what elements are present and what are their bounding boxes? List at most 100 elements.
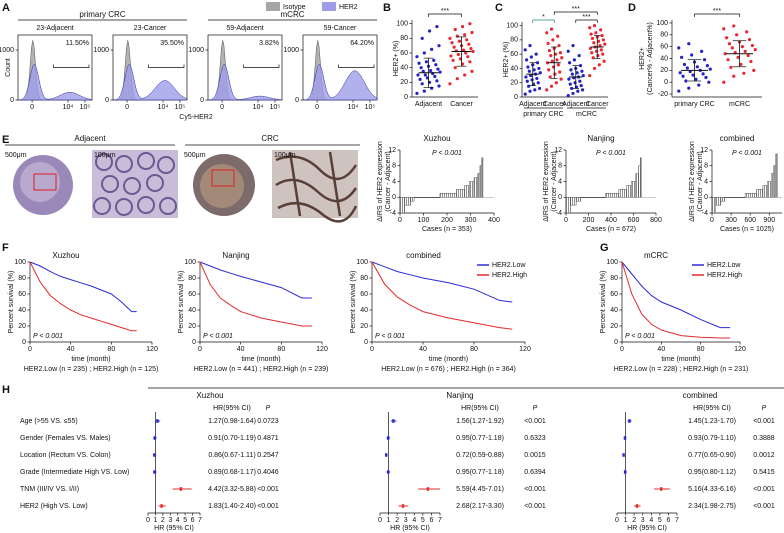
ihc-image	[272, 150, 358, 218]
column-header: HR(95% CI)	[213, 405, 251, 412]
y-tick-label: 4	[558, 178, 562, 185]
annotation: P < 0.001	[596, 150, 626, 157]
y-tick-label: 1000	[93, 47, 109, 54]
footnote: HER2.Low (n = 235) ; HER2.High (n = 125)	[24, 366, 159, 373]
y-axis-label: ΔIRS of HER2 expression	[377, 141, 384, 222]
dot	[422, 51, 426, 55]
y-tick-label: 80	[660, 32, 668, 39]
x-tick-label: 900	[763, 217, 775, 224]
x-tick-label: 1	[153, 517, 157, 524]
hr-point	[156, 419, 159, 423]
dot	[535, 61, 540, 65]
hr-label: 0.95(0.80-1.12)	[688, 469, 736, 476]
bar	[570, 197, 577, 206]
dot	[702, 58, 707, 62]
bar	[640, 157, 642, 198]
x-tick-label: 3	[641, 517, 645, 524]
y-tick-label: 4	[704, 178, 708, 185]
her2-histogram	[302, 63, 378, 101]
dot	[685, 66, 689, 70]
x-tick-label: 120	[519, 346, 531, 353]
legend-label: HER2.Low	[707, 262, 741, 269]
significance-label: ***	[713, 8, 721, 15]
hr-label: 0.72(0.59-0.88)	[456, 452, 504, 459]
dot	[743, 49, 747, 53]
dot	[684, 79, 688, 83]
p-label: 0.0012	[753, 452, 775, 459]
dot	[589, 32, 593, 36]
hr-point	[392, 419, 395, 423]
y-axis-label: Percent survival (%)	[350, 271, 357, 334]
dot	[549, 84, 554, 88]
dot	[524, 75, 528, 79]
dot	[750, 43, 754, 48]
bar	[481, 157, 484, 198]
legend-label: HER2.Low	[492, 262, 526, 269]
dot	[739, 62, 743, 67]
bar	[711, 197, 717, 214]
x-tick-label: Cancer	[450, 101, 473, 108]
bar	[715, 197, 722, 206]
dot	[705, 64, 709, 68]
chart-title: Xuzhou	[423, 134, 450, 143]
p-label: <0.001	[524, 503, 546, 510]
hr-label: 1.56(1.27-1.92)	[456, 418, 504, 425]
dot	[448, 36, 452, 40]
dot	[548, 75, 552, 79]
x-tick-label: 120	[734, 346, 746, 353]
x-tick-label: 200	[583, 217, 595, 224]
x-tick-label: 0	[564, 217, 568, 224]
row-label: Gender (Females VS. Males)	[20, 435, 111, 442]
bar	[469, 181, 475, 198]
dot	[678, 71, 682, 75]
x-tick-label: 1	[624, 517, 628, 524]
dot	[571, 43, 575, 48]
hr-label: 5.16(4.33-6.16)	[688, 486, 736, 493]
significance-label: ***	[441, 8, 449, 15]
crypt-texture	[93, 152, 177, 216]
dot	[599, 28, 603, 32]
hr-point	[623, 470, 627, 474]
panel-letter: B	[383, 2, 391, 14]
dot	[681, 74, 685, 78]
chart-title: mCRC	[644, 251, 668, 260]
dot	[727, 42, 732, 46]
y-tick-label: 40	[400, 65, 408, 72]
panel-title: Xuzhou	[196, 391, 223, 400]
x-tick-label: 4	[412, 517, 416, 524]
dot	[588, 46, 593, 51]
p-label: 0.0015	[524, 452, 546, 459]
y-tick-label: -4	[702, 210, 708, 217]
dot	[569, 68, 573, 72]
y-tick-label: 8	[392, 163, 396, 170]
dot	[549, 53, 553, 58]
y-tick-label: 20	[400, 79, 408, 86]
legend-label: HER2	[339, 4, 358, 11]
footnote: HER2.Low (n = 441) ; HER2.High (n = 239)	[194, 366, 329, 373]
legend-label: HER2.High	[707, 272, 742, 279]
bar	[477, 173, 481, 198]
dot	[427, 29, 432, 33]
dot	[423, 73, 427, 77]
y-axis-label: (Cancer - Adjacent)	[385, 151, 392, 211]
gate-percent: 64.20%	[350, 40, 374, 47]
bar	[575, 197, 581, 202]
hr-point	[386, 436, 390, 440]
dot	[435, 25, 439, 29]
y-tick-label: 20	[360, 323, 368, 330]
significance-bracket	[428, 13, 462, 17]
dot	[449, 54, 453, 58]
x-tick-label: 0	[378, 517, 382, 524]
x-axis-label: Cases (n = 1025)	[720, 226, 774, 233]
group-label: mCRC	[576, 111, 597, 118]
bar	[618, 189, 627, 198]
dot	[545, 61, 550, 65]
dot	[418, 77, 422, 81]
x-tick-label: 300	[725, 217, 737, 224]
x-tick-label: 80	[470, 346, 478, 353]
row-label: Grade (Intermediate High VS. Low)	[20, 469, 129, 476]
ihc-image	[92, 150, 178, 218]
chart-title: Nanjing	[587, 134, 614, 143]
hr-point	[153, 453, 156, 457]
dot	[467, 42, 471, 46]
